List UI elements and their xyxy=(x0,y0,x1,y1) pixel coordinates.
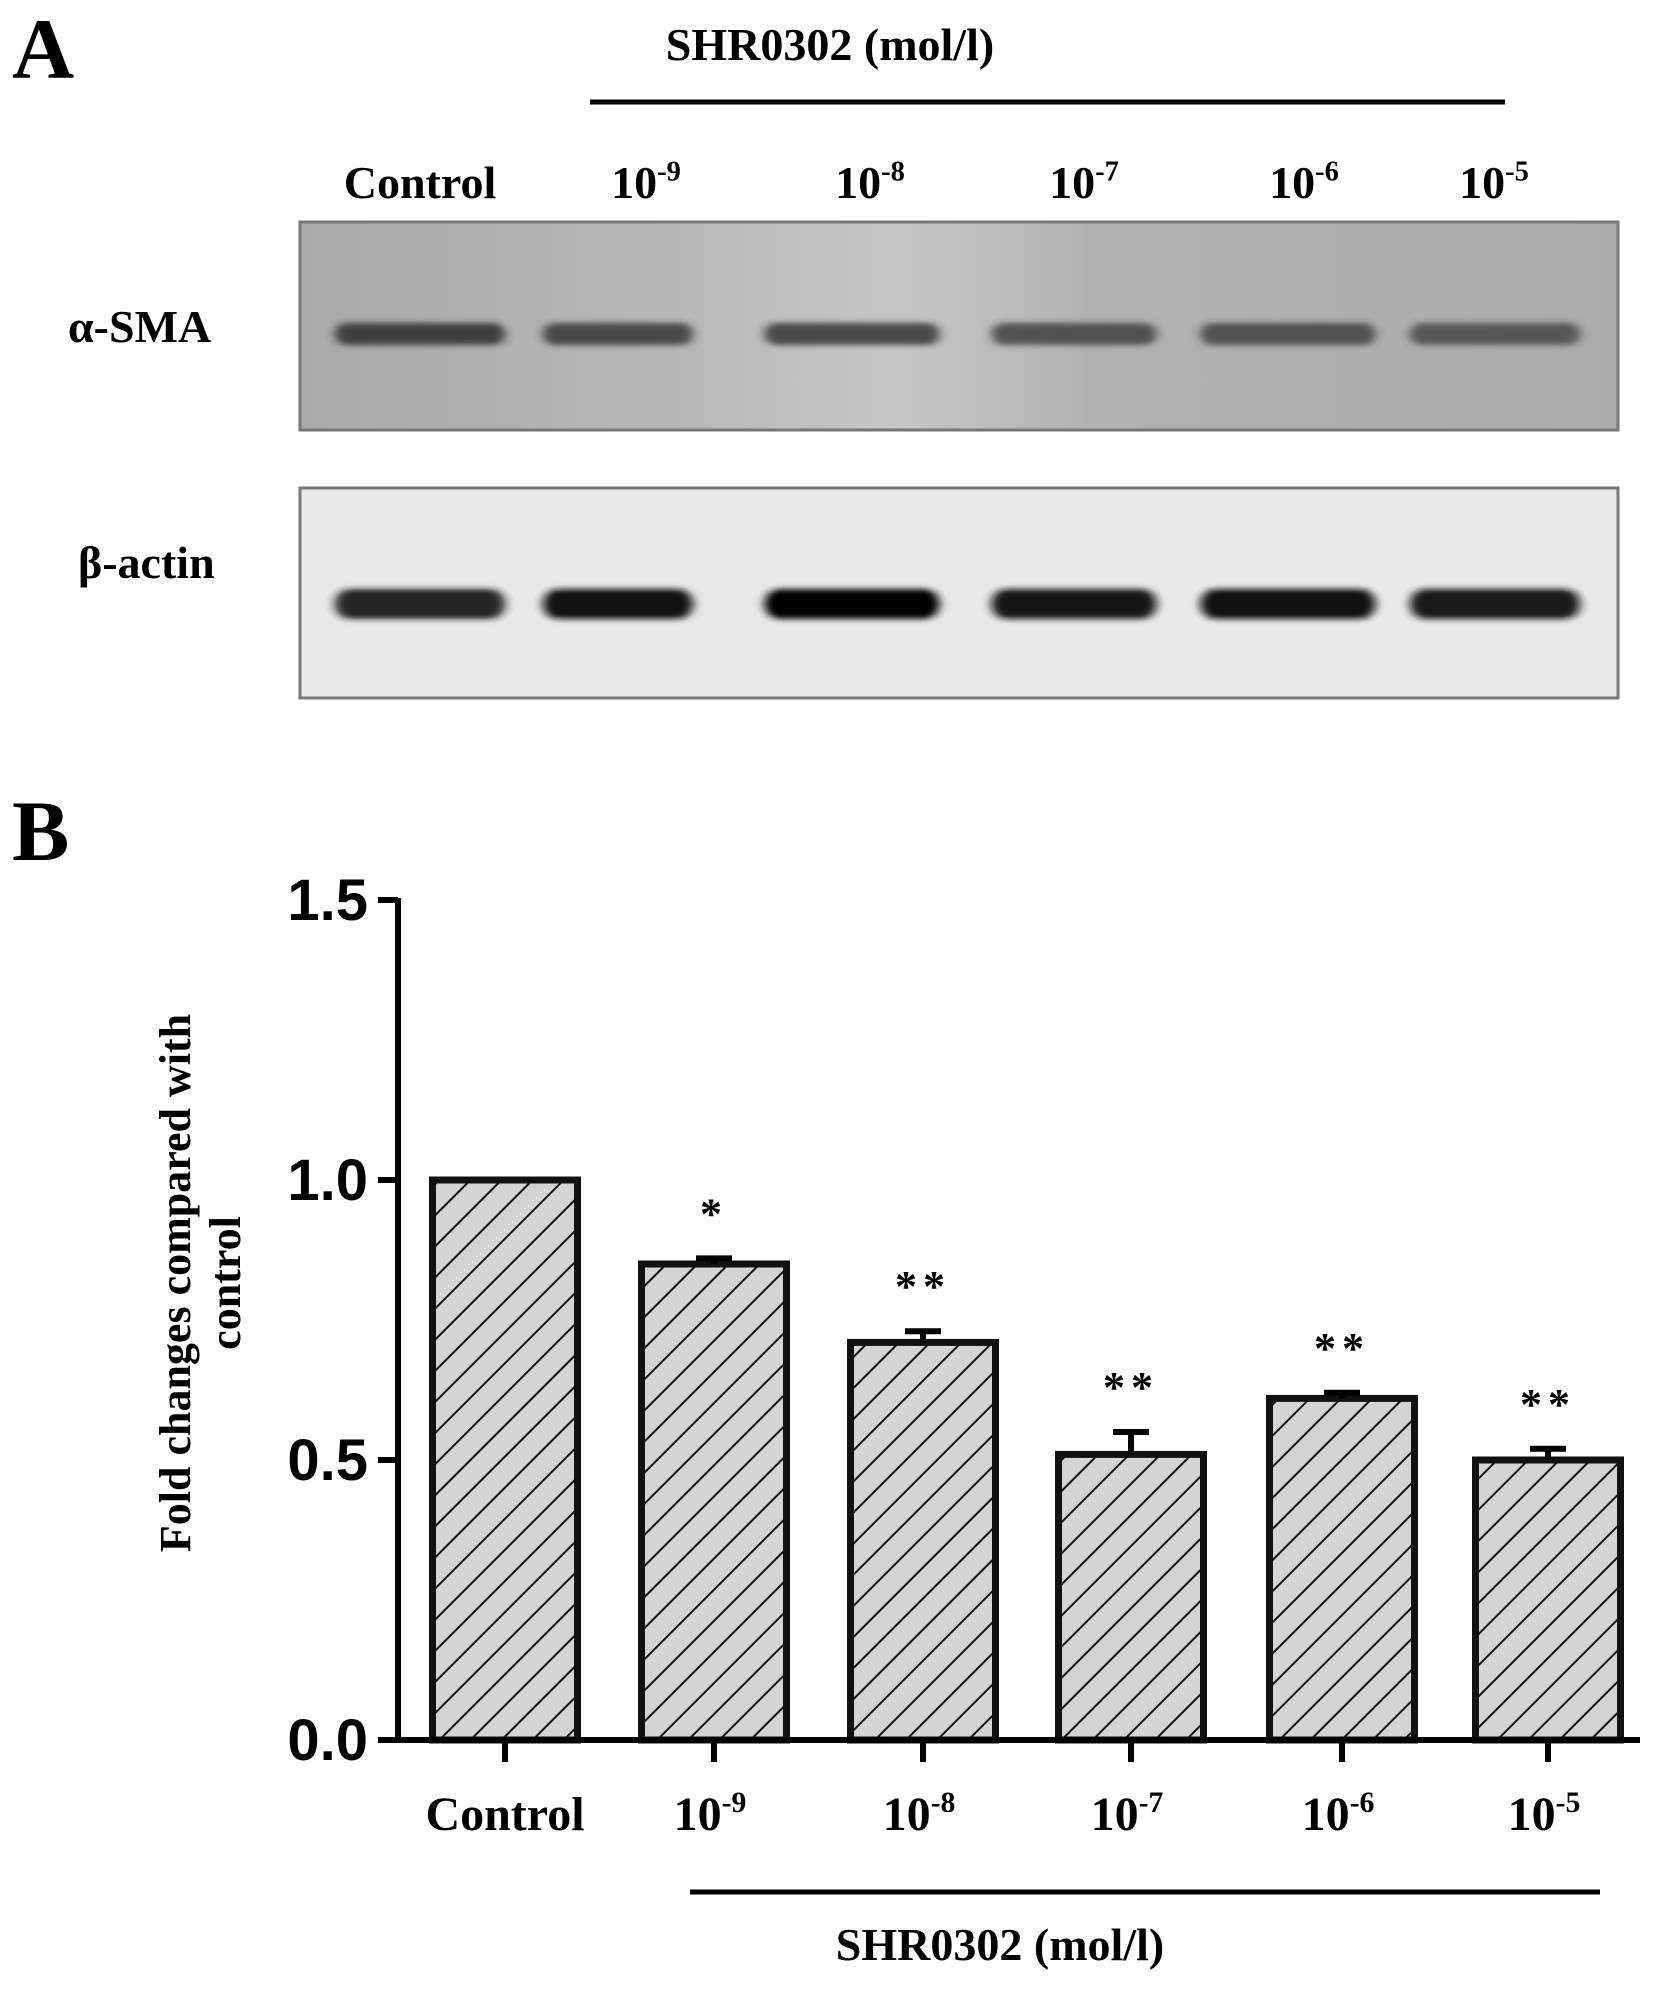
blot-band-0-3 xyxy=(991,323,1157,345)
blot-band-1-5 xyxy=(1410,589,1580,619)
lane-label-2-exponent: -8 xyxy=(881,157,905,188)
significance-2: ** xyxy=(895,1262,951,1311)
x-tick-label-2-base: 10 xyxy=(883,1788,931,1841)
treatment-label-top: SHR0302 (mol/l) xyxy=(666,19,994,70)
bar-4 xyxy=(1266,1394,1418,1744)
bar-2 xyxy=(847,1338,999,1744)
x-tick-label-5-base: 10 xyxy=(1508,1788,1556,1841)
blot-band-0-1 xyxy=(543,323,693,345)
bands-alpha-sma xyxy=(335,323,1580,345)
x-tick-label-0-base: Control xyxy=(425,1788,584,1841)
lane-label-5-base: 10 xyxy=(1459,157,1505,208)
bands-beta-actin xyxy=(335,589,1580,619)
x-axis: Control 10-9 10-8 10-7 10-6 10-5 xyxy=(395,1737,1640,1841)
bars: ********* xyxy=(429,1176,1624,1744)
lane-label-0: Control xyxy=(344,157,497,208)
panel-a-label: A xyxy=(12,1,74,97)
blot-label-beta-actin: β-actin xyxy=(78,537,215,588)
blot-band-1-2 xyxy=(764,589,940,619)
bar-1 xyxy=(638,1260,790,1744)
lane-label-1: 10-9 xyxy=(611,157,681,208)
blot-band-0-0 xyxy=(335,323,505,345)
lane-label-0-base: Control xyxy=(344,157,497,208)
lane-label-4: 10-6 xyxy=(1269,157,1339,208)
y-tick-label-1: 0.5 xyxy=(287,1428,368,1493)
bar-5 xyxy=(1472,1456,1624,1744)
blot-alpha-sma: α-SMA xyxy=(68,220,1620,432)
lane-label-2: 10-8 xyxy=(835,157,905,208)
lane-label-5: 10-5 xyxy=(1459,157,1529,208)
blot-band-1-4 xyxy=(1200,589,1376,619)
lane-label-4-base: 10 xyxy=(1269,157,1315,208)
y-axis-title-line2: control xyxy=(201,1216,250,1350)
panel-b: B Fold changes compared with control 0.0… xyxy=(12,783,1640,1970)
x-tick-label-4-exponent: -6 xyxy=(1350,1786,1375,1819)
x-tick-label-4: 10-6 xyxy=(1302,1786,1375,1841)
x-tick-label-0: Control xyxy=(425,1788,584,1841)
blot-band-0-2 xyxy=(764,323,940,345)
x-group-label: SHR0302 (mol/l) xyxy=(836,1919,1164,1970)
y-axis: 0.0 0.5 1.0 1.5 xyxy=(287,868,401,1773)
bar-3 xyxy=(1055,1450,1207,1744)
lane-label-2-base: 10 xyxy=(835,157,881,208)
blot-band-0-4 xyxy=(1200,323,1376,345)
lane-label-3: 10-7 xyxy=(1049,157,1119,208)
x-tick-label-5-exponent: -5 xyxy=(1556,1786,1581,1819)
x-tick-label-1-base: 10 xyxy=(674,1788,722,1841)
blot-band-0-5 xyxy=(1410,323,1580,345)
x-tick-label-3-base: 10 xyxy=(1091,1788,1139,1841)
x-tick-label-1-exponent: -9 xyxy=(722,1786,747,1819)
y-tick-label-3: 1.5 xyxy=(287,868,368,933)
blot-beta-actin: β-actin xyxy=(78,486,1620,700)
significance-1: * xyxy=(700,1189,728,1238)
lane-label-3-exponent: -7 xyxy=(1095,157,1119,188)
y-tick-label-2: 1.0 xyxy=(287,1148,368,1213)
lane-labels: Control 10-9 10-8 10-7 10-6 10-5 xyxy=(344,157,1529,208)
panel-a: A SHR0302 (mol/l) Control 10-9 10-8 10-7 10-… xyxy=(12,1,1620,700)
y-tick-label-0: 0.0 xyxy=(287,1708,368,1773)
panel-b-label: B xyxy=(12,783,69,879)
significance-5: ** xyxy=(1520,1380,1576,1429)
x-tick-label-1: 10-9 xyxy=(674,1786,747,1841)
x-tick-label-2: 10-8 xyxy=(883,1786,956,1841)
lane-label-1-exponent: -9 xyxy=(657,157,681,188)
blot-label-alpha-sma: α-SMA xyxy=(68,301,211,352)
lane-label-5-exponent: -5 xyxy=(1505,157,1529,188)
blot-band-1-3 xyxy=(991,589,1157,619)
x-tick-label-4-base: 10 xyxy=(1302,1788,1350,1841)
x-tick-label-3: 10-7 xyxy=(1091,1786,1164,1841)
x-tick-label-3-exponent: -7 xyxy=(1139,1786,1164,1819)
lane-label-4-exponent: -6 xyxy=(1315,157,1339,188)
blot-frame-alpha-sma xyxy=(298,220,1620,432)
significance-3: ** xyxy=(1103,1363,1159,1412)
blot-band-1-0 xyxy=(335,589,505,619)
bar-0 xyxy=(429,1176,581,1744)
significance-4: ** xyxy=(1314,1324,1370,1373)
lane-label-1-base: 10 xyxy=(611,157,657,208)
x-tick-label-5: 10-5 xyxy=(1508,1786,1581,1841)
blot-band-1-1 xyxy=(543,589,693,619)
blot-frame-beta-actin xyxy=(298,486,1620,700)
y-axis-title-line1: Fold changes compared with xyxy=(151,1014,200,1552)
x-tick-label-2-exponent: -8 xyxy=(931,1786,956,1819)
lane-label-3-base: 10 xyxy=(1049,157,1095,208)
